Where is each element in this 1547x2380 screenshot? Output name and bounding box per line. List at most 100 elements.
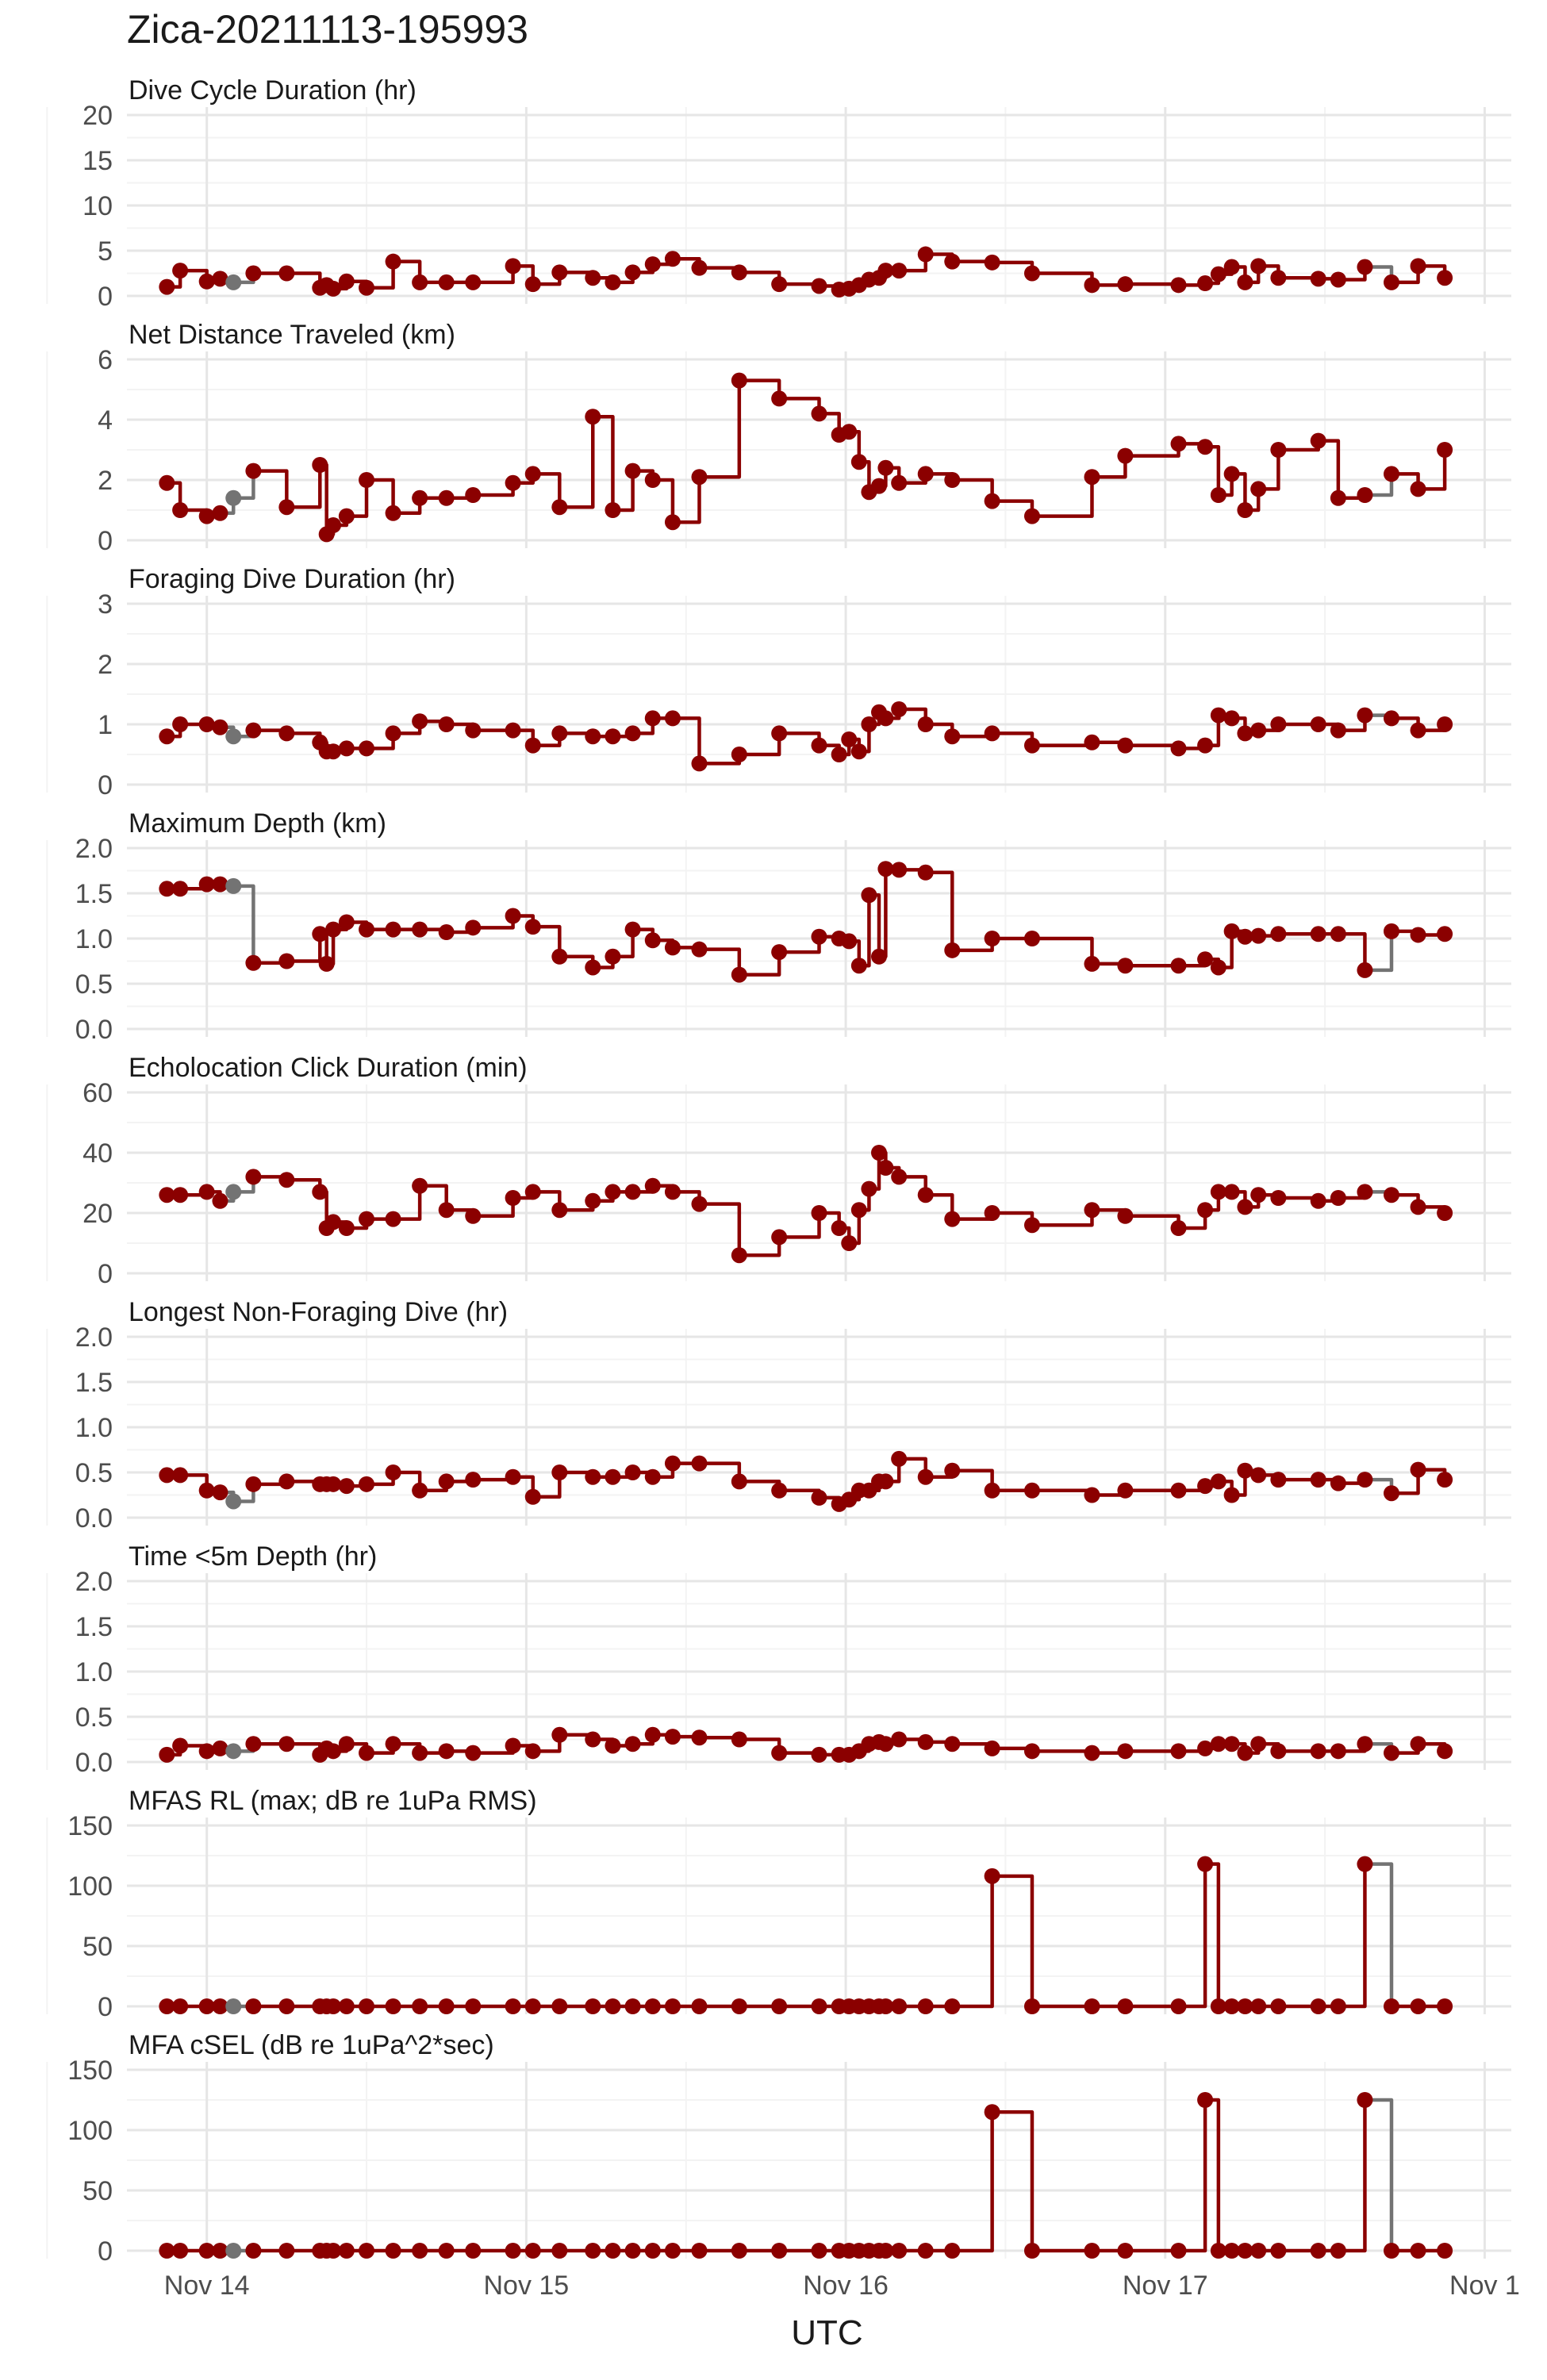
x-tick-label: Nov 14 bbox=[164, 2271, 250, 2301]
data-point bbox=[412, 1745, 428, 1761]
data-point bbox=[551, 1726, 568, 1743]
data-point bbox=[438, 1743, 455, 1760]
panel-title: Maximum Depth (km) bbox=[129, 808, 386, 839]
data-point bbox=[412, 1177, 428, 1194]
data-point bbox=[212, 719, 228, 735]
y-tick-label: 2.0 bbox=[75, 1567, 113, 1597]
data-point bbox=[771, 1998, 788, 2014]
series-step-segment bbox=[1418, 450, 1447, 491]
series-step-segment bbox=[1338, 1864, 1367, 2009]
series-step-segment bbox=[532, 1472, 562, 1499]
data-point bbox=[325, 1214, 342, 1230]
data-point bbox=[1223, 710, 1240, 727]
panel-title: Time <5m Depth (hr) bbox=[129, 1541, 377, 1572]
y-tick-label: 150 bbox=[67, 1811, 113, 1841]
data-point bbox=[664, 1729, 681, 1745]
y-tick-label: 150 bbox=[67, 2056, 113, 2086]
data-point bbox=[877, 1473, 894, 1490]
data-point bbox=[505, 2243, 521, 2259]
data-point bbox=[1210, 1184, 1226, 1200]
data-point bbox=[412, 1482, 428, 1499]
data-point bbox=[861, 716, 877, 732]
data-point bbox=[984, 725, 1000, 742]
data-point bbox=[505, 474, 521, 491]
data-point bbox=[245, 1998, 262, 2014]
data-point bbox=[944, 1998, 961, 2014]
data-point bbox=[877, 1998, 894, 2014]
data-point bbox=[198, 1482, 215, 1499]
data-point bbox=[338, 1998, 355, 2014]
data-point bbox=[1084, 1998, 1100, 2014]
y-tick-label: 100 bbox=[67, 1871, 113, 1902]
y-tick-label: 1 bbox=[98, 710, 113, 740]
data-point bbox=[325, 1743, 342, 1760]
series-step-segment bbox=[559, 416, 595, 509]
data-point bbox=[1197, 1478, 1214, 1495]
data-point bbox=[1170, 958, 1187, 974]
data-point bbox=[1383, 1998, 1399, 2014]
data-point bbox=[159, 1998, 175, 2014]
data-point bbox=[605, 1184, 621, 1200]
data-point bbox=[605, 728, 621, 745]
data-point bbox=[1310, 716, 1326, 732]
data-point bbox=[731, 264, 747, 281]
y-tick-label: 0.5 bbox=[75, 1458, 113, 1488]
data-point bbox=[245, 1476, 262, 1492]
data-point bbox=[585, 959, 601, 976]
data-point bbox=[385, 505, 401, 521]
data-point bbox=[159, 1746, 175, 1763]
data-point bbox=[1330, 271, 1346, 288]
y-tick-label: 20 bbox=[83, 101, 113, 131]
data-point bbox=[1410, 1199, 1426, 1215]
panel-1: Dive Cycle Duration (hr) 0 5 10 15 20 bbox=[46, 75, 1511, 312]
data-point bbox=[359, 1745, 375, 1761]
data-point bbox=[1237, 1998, 1253, 2014]
data-point bbox=[524, 276, 541, 293]
data-point bbox=[850, 454, 867, 470]
data-point bbox=[438, 2243, 455, 2259]
data-point bbox=[1197, 1740, 1214, 1756]
data-point bbox=[551, 2243, 568, 2259]
data-point bbox=[644, 472, 661, 488]
series-step-segment bbox=[367, 478, 395, 513]
data-point bbox=[505, 1998, 521, 2014]
data-point bbox=[1330, 1475, 1346, 1491]
data-point bbox=[841, 731, 858, 747]
y-tick-label: 1.0 bbox=[75, 1657, 113, 1687]
data-point bbox=[338, 508, 355, 524]
data-point bbox=[1210, 266, 1226, 282]
data-point bbox=[438, 274, 455, 290]
series-step-segment bbox=[1125, 743, 1180, 749]
data-point bbox=[1310, 2243, 1326, 2259]
series-step-segment bbox=[1031, 936, 1094, 964]
data-point bbox=[245, 954, 262, 971]
data-point bbox=[917, 1187, 934, 1203]
data-point bbox=[1117, 2243, 1134, 2259]
y-tick-label: 0 bbox=[98, 2236, 113, 2267]
y-tick-label: 2.0 bbox=[75, 1322, 113, 1353]
panel-title: Net Distance Traveled (km) bbox=[129, 320, 455, 350]
data-point bbox=[278, 1473, 295, 1490]
data-point bbox=[624, 921, 641, 938]
data-point bbox=[731, 1731, 747, 1748]
data-point bbox=[325, 743, 342, 760]
data-point bbox=[585, 409, 601, 425]
data-point bbox=[212, 2243, 228, 2259]
data-point bbox=[1223, 1998, 1240, 2014]
data-point bbox=[585, 728, 601, 745]
data-point bbox=[917, 1468, 934, 1485]
data-point bbox=[1084, 1202, 1100, 1219]
data-point bbox=[891, 2243, 908, 2259]
data-point bbox=[325, 1476, 342, 1492]
data-point bbox=[524, 2243, 541, 2259]
data-point bbox=[1437, 270, 1453, 286]
data-point bbox=[325, 1998, 342, 2014]
data-point bbox=[841, 424, 858, 440]
data-point bbox=[385, 1211, 401, 1227]
data-point bbox=[438, 924, 455, 941]
y-tick-label: 0.5 bbox=[75, 1702, 113, 1733]
x-tick-label: Nov 16 bbox=[803, 2271, 889, 2301]
series-step-segment bbox=[1031, 1749, 1094, 1753]
data-point bbox=[325, 280, 342, 297]
data-point bbox=[1223, 466, 1240, 482]
